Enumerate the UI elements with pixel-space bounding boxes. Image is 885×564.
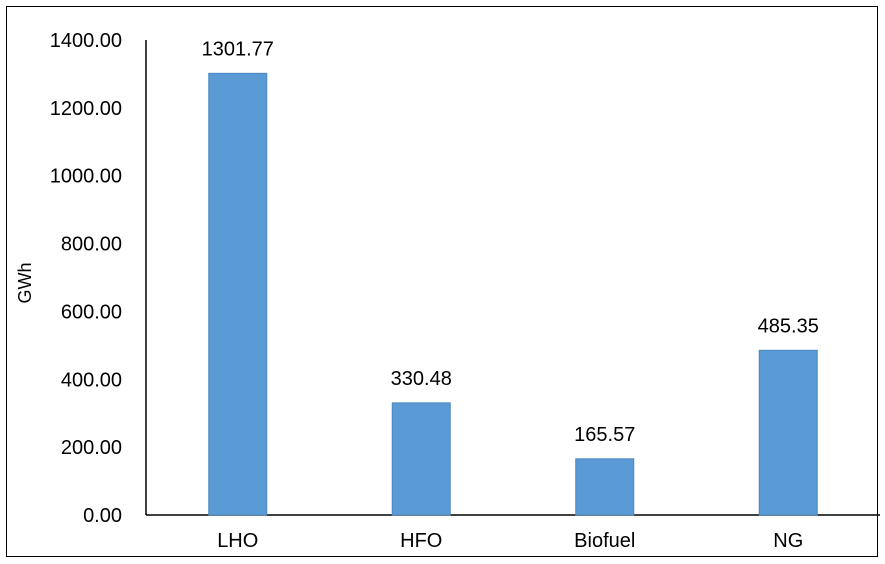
data-label: 330.48 bbox=[391, 368, 452, 390]
x-category-label: Biofuel bbox=[574, 530, 635, 552]
y-tick-label: 1000.00 bbox=[50, 166, 122, 188]
bar-lho bbox=[208, 72, 268, 516]
y-tick-label: 0.00 bbox=[83, 505, 122, 527]
data-label: 1301.77 bbox=[202, 38, 274, 60]
y-tick-label: 200.00 bbox=[61, 437, 122, 459]
bars bbox=[208, 72, 818, 516]
x-axis-categories: LHO HFO Biofuel NG bbox=[217, 530, 803, 552]
y-tick-label: 1200.00 bbox=[50, 98, 122, 120]
x-category-label: HFO bbox=[400, 530, 442, 552]
data-labels: 1301.77 330.48 165.57 485.35 bbox=[202, 38, 819, 445]
bar-hfo bbox=[391, 402, 451, 516]
y-axis-ticks: 0.00 200.00 400.00 600.00 800.00 1000.00 1200.… bbox=[50, 30, 122, 527]
y-tick-label: 400.00 bbox=[61, 369, 122, 391]
data-label: 165.57 bbox=[574, 424, 635, 446]
bar-ng bbox=[758, 349, 818, 516]
data-label: 485.35 bbox=[758, 315, 819, 337]
y-tick-label: 800.00 bbox=[61, 234, 122, 256]
bar-biofuel bbox=[575, 458, 635, 516]
y-tick-label: 1400.00 bbox=[50, 30, 122, 52]
y-tick-label: 600.00 bbox=[61, 301, 122, 323]
x-category-label: NG bbox=[773, 530, 803, 552]
y-axis-label: GWh bbox=[15, 262, 35, 303]
x-category-label: LHO bbox=[217, 530, 258, 552]
